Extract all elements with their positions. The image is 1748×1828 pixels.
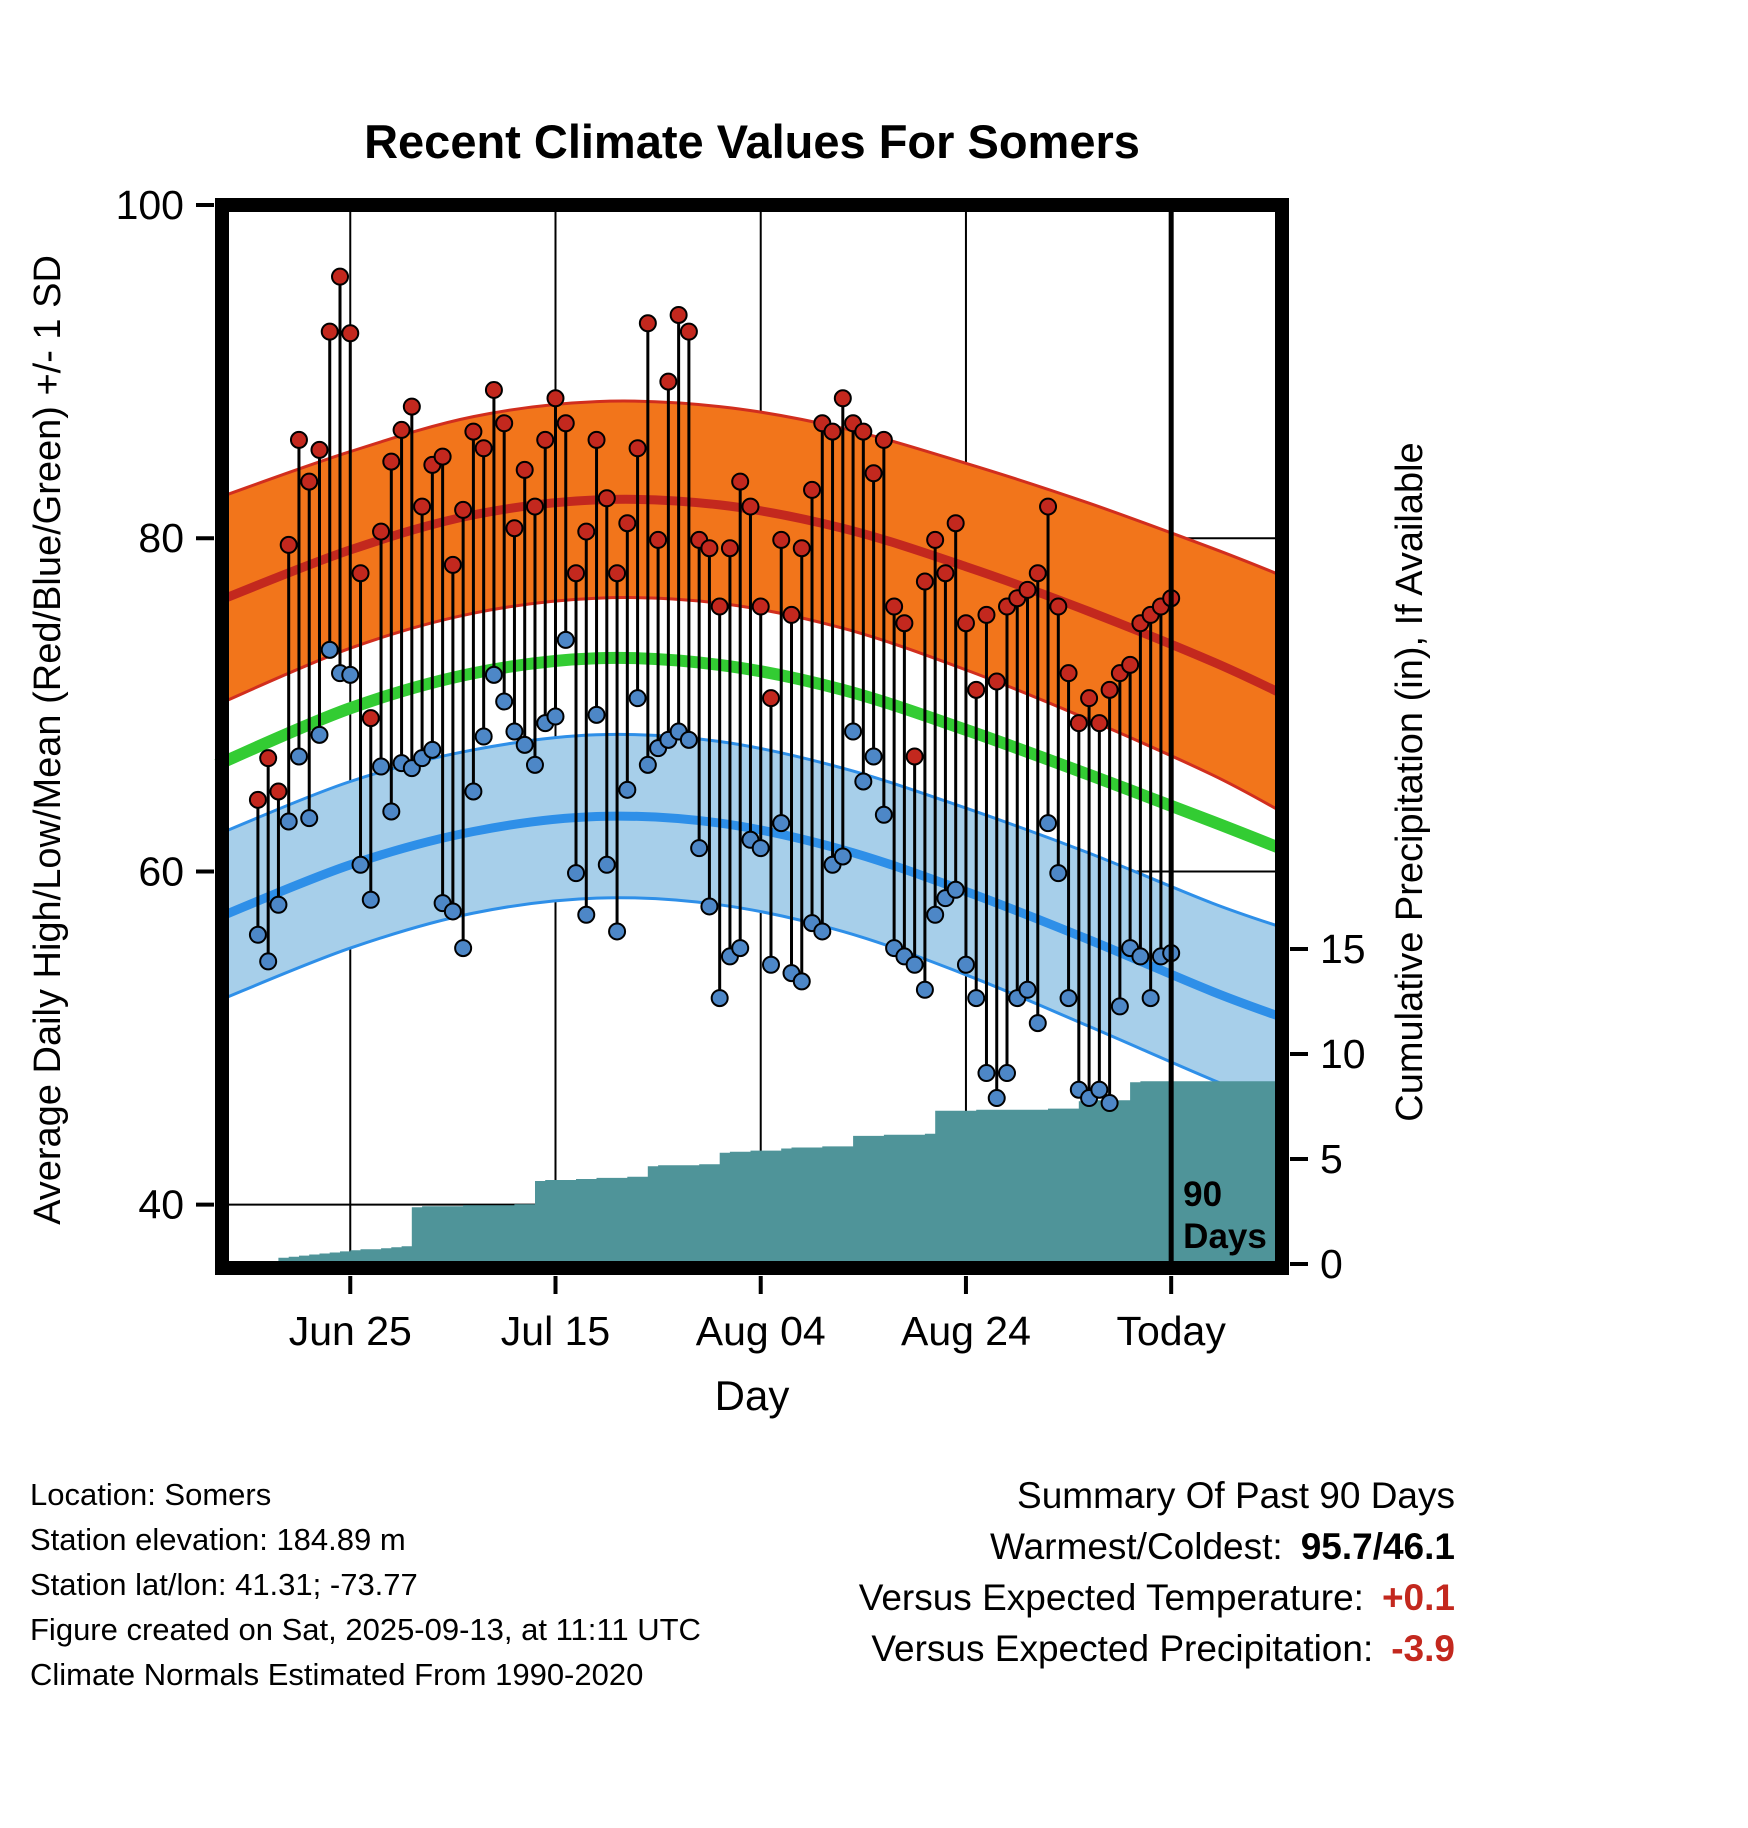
- climate-normals-line: Climate Normals Estimated From 1990-2020: [30, 1657, 644, 1692]
- daily-high-dots: [248, 267, 1181, 809]
- climate-chart: Recent Climate Values For Somers Average…: [27, 115, 1431, 1419]
- x-tick-label: Jul 15: [501, 1308, 610, 1354]
- vs-precipitation-label: Versus Expected Precipitation:: [871, 1628, 1374, 1669]
- x-tick-label: Aug 04: [696, 1308, 826, 1354]
- station-location-line: Location: Somers: [30, 1477, 272, 1512]
- station-latlon-line: Station lat/lon: 41.31; -73.77: [30, 1567, 418, 1602]
- x-axis-title: Day: [715, 1372, 790, 1419]
- chart-title: Recent Climate Values For Somers: [364, 115, 1140, 168]
- summary-title: Summary Of Past 90 Days: [1017, 1475, 1455, 1516]
- x-tick-label: Today: [1116, 1308, 1226, 1354]
- axis-ticks-and-labels: 100 80 60 40 15 10 5 0 Jun 25 Jul 15 Aug 04 Aug 24 T…: [116, 182, 1366, 1354]
- station-info-block: Location: Somers Station elevation: 184.…: [30, 1472, 701, 1697]
- today-annotation: 90: [1183, 1175, 1222, 1214]
- right-tick-label: 10: [1320, 1031, 1366, 1077]
- plot-border: [215, 198, 1289, 1275]
- precip-area: [222, 1081, 1282, 1268]
- normal-high-mean-line: [215, 494, 1286, 699]
- left-tick-label: 60: [138, 848, 184, 894]
- station-elevation-line: Station elevation: 184.89 m: [30, 1522, 406, 1557]
- x-tick-label: Jun 25: [289, 1308, 412, 1354]
- left-axis-title: Average Daily High/Low/Mean (Red/Blue/Gr…: [27, 255, 69, 1225]
- x-tick-label: Aug 24: [901, 1308, 1031, 1354]
- right-tick-label: 15: [1320, 926, 1366, 972]
- daily-range-sticks: [256, 276, 1173, 1104]
- warmest-coldest-value: 95.7/46.1: [1300, 1526, 1455, 1567]
- vs-precipitation-value: -3.9: [1391, 1628, 1455, 1669]
- warmest-coldest-label: Warmest/Coldest:: [990, 1526, 1283, 1567]
- summary-block: Summary Of Past 90 Days Warmest/Coldest:…: [859, 1470, 1455, 1674]
- left-tick-label: 80: [138, 515, 184, 561]
- right-tick-label: 5: [1320, 1136, 1343, 1182]
- summary-row-vs-precipitation: Versus Expected Precipitation: -3.9: [859, 1623, 1455, 1674]
- summary-row-warmest-coldest: Warmest/Coldest: 95.7/46.1: [859, 1521, 1455, 1572]
- daily-low-dots: [248, 630, 1181, 1113]
- summary-row-vs-temperature: Versus Expected Temperature: +0.1: [859, 1572, 1455, 1623]
- today-annotation: Days: [1183, 1217, 1267, 1256]
- left-tick-label: 40: [138, 1182, 184, 1228]
- figure-created-line: Figure created on Sat, 2025-09-13, at 11…: [30, 1612, 701, 1647]
- left-tick-label: 100: [116, 182, 184, 228]
- vs-temperature-value: +0.1: [1381, 1577, 1455, 1618]
- right-tick-label: 0: [1320, 1241, 1343, 1287]
- right-axis-title: Cumulative Precipitation (in), If Availa…: [1389, 442, 1431, 1121]
- vs-temperature-label: Versus Expected Temperature:: [858, 1577, 1364, 1618]
